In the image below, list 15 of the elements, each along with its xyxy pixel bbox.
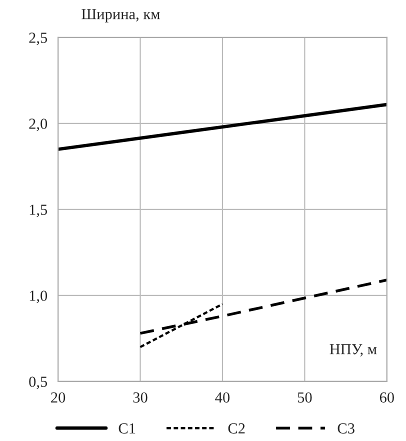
x-tick-label: 20	[51, 392, 66, 403]
x-tick-label: 60	[380, 392, 394, 403]
y-tick-label: 2,5	[29, 32, 48, 46]
y-tick-label: 1,0	[30, 290, 48, 304]
y-tick-label: 1,5	[30, 204, 48, 218]
legend-label: С2	[228, 423, 245, 434]
legend-label: С3	[338, 423, 354, 434]
y-tick-label: 0,5	[29, 376, 48, 390]
x-tick-label: 50	[298, 392, 312, 403]
x-axis-title: НПУ, м	[330, 344, 377, 357]
legend-label: С1	[118, 423, 136, 434]
x-tick-label: 40	[215, 392, 230, 403]
x-tick-label: 30	[133, 392, 148, 403]
y-axis-title: Ширина, км	[82, 9, 160, 22]
y-tick-label: 2,0	[29, 118, 48, 132]
